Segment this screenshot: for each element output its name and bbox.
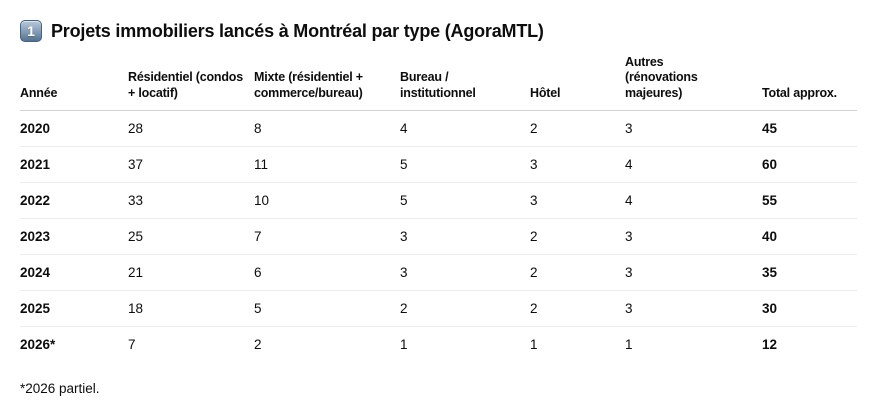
value-cell: 28 — [128, 110, 254, 147]
value-cell: 8 — [254, 110, 400, 147]
value-cell: 40 — [762, 218, 857, 255]
column-header-2: Mixte (résidentiel + commerce/bureau) — [254, 55, 400, 111]
value-cell: 5 — [254, 290, 400, 327]
value-cell: 4 — [400, 110, 530, 147]
value-cell: 4 — [625, 146, 762, 183]
footnote: *2026 partiel. — [20, 381, 100, 397]
year-cell: 2020 — [20, 110, 128, 147]
year-cell: 2025 — [20, 290, 128, 327]
value-cell: 2 — [530, 290, 625, 327]
value-cell: 60 — [762, 146, 857, 183]
projects-table: Année Résidentiel (condos + locatif) Mixte… — [20, 55, 857, 362]
column-header-0: Année — [20, 55, 128, 111]
value-cell: 21 — [128, 254, 254, 291]
value-cell: 3 — [400, 218, 530, 255]
table-row: 2020 28 8 4 2 3 45 — [20, 110, 857, 147]
year-cell: 2026* — [20, 337, 56, 352]
value-cell: 5 — [400, 182, 530, 219]
value-cell: 6 — [254, 254, 400, 291]
table-title-row: 1 Projets immobiliers lancés à Montréal … — [20, 19, 860, 43]
table-header-row: Année Résidentiel (condos + locatif) Mixte… — [20, 55, 857, 111]
value-cell: 3 — [625, 110, 762, 147]
column-header-6: Total approx. — [762, 55, 857, 111]
value-cell: 11 — [254, 146, 400, 183]
table-row: 2026* 7 2 1 1 1 12 — [20, 326, 857, 362]
value-cell: 12 — [762, 337, 778, 352]
year-cell: 2022 — [20, 182, 128, 219]
value-cell: 4 — [625, 182, 762, 219]
value-cell: 1 — [400, 337, 408, 352]
value-cell: 3 — [530, 182, 625, 219]
value-cell: 2 — [530, 254, 625, 291]
value-cell: 10 — [254, 182, 400, 219]
value-cell: 55 — [762, 182, 857, 219]
value-cell: 5 — [400, 146, 530, 183]
year-cell: 2024 — [20, 254, 128, 291]
year-cell: 2021 — [20, 146, 128, 183]
value-cell: 37 — [128, 146, 254, 183]
value-cell: 33 — [128, 182, 254, 219]
value-cell: 2 — [254, 337, 262, 352]
column-header-5: Autres (rénovations majeures) — [625, 55, 762, 111]
table-row: 2022 33 10 5 3 4 55 — [20, 182, 857, 219]
column-header-4: Hôtel — [530, 55, 625, 111]
year-cell: 2023 — [20, 218, 128, 255]
value-cell: 18 — [128, 290, 254, 327]
table-row: 2021 37 11 5 3 4 60 — [20, 146, 857, 183]
keycap-1-icon: 1 — [20, 20, 42, 42]
column-header-1: Résidentiel (condos + locatif) — [128, 55, 254, 111]
value-cell: 2 — [400, 290, 530, 327]
column-header-3: Bureau / institutionnel — [400, 55, 530, 111]
value-cell: 30 — [762, 290, 857, 327]
value-cell: 1 — [625, 337, 633, 352]
value-cell: 35 — [762, 254, 857, 291]
value-cell: 25 — [128, 218, 254, 255]
value-cell: 2 — [530, 218, 625, 255]
value-cell: 7 — [254, 218, 400, 255]
value-cell: 3 — [625, 290, 762, 327]
value-cell: 3 — [625, 254, 762, 291]
value-cell: 3 — [625, 218, 762, 255]
value-cell: 2 — [530, 110, 625, 147]
page-title: Projets immobiliers lancés à Montréal pa… — [51, 20, 544, 41]
table-row: 2024 21 6 3 2 3 35 — [20, 254, 857, 291]
value-cell: 3 — [530, 146, 625, 183]
value-cell: 7 — [128, 337, 136, 352]
table-row: 2025 18 5 2 2 3 30 — [20, 290, 857, 327]
value-cell: 3 — [400, 254, 530, 291]
value-cell: 1 — [530, 337, 538, 352]
table-row: 2023 25 7 3 2 3 40 — [20, 218, 857, 255]
value-cell: 45 — [762, 110, 857, 147]
chat-response-message: 1 Projets immobiliers lancés à Montréal … — [0, 19, 880, 396]
